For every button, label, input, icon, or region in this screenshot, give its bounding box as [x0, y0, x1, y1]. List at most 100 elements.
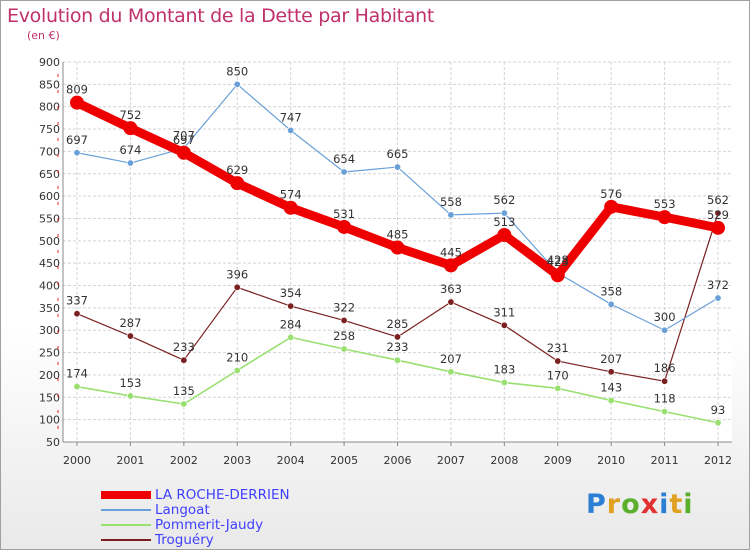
- data-label: 183: [493, 363, 515, 377]
- data-label: 135: [173, 384, 195, 398]
- chart-title: Evolution du Montant de la Dette par Hab…: [7, 5, 435, 27]
- data-point: [661, 326, 669, 334]
- y-tick-label: 900: [39, 56, 60, 69]
- data-point: [661, 408, 669, 416]
- data-label: 170: [547, 368, 569, 382]
- data-point: [497, 228, 512, 243]
- x-tick-label: 2012: [704, 454, 732, 467]
- x-tick-label: 2001: [116, 454, 144, 467]
- data-point: [393, 163, 401, 171]
- data-label: 372: [707, 278, 729, 292]
- logo-letter: r: [606, 489, 622, 520]
- data-label: 428: [547, 253, 569, 267]
- data-label: 562: [493, 193, 515, 207]
- legend-item: Troguéry: [101, 532, 290, 548]
- data-label: 531: [333, 207, 355, 221]
- data-point: [73, 383, 81, 391]
- data-label: 363: [440, 282, 462, 296]
- x-tick-label: 2009: [544, 454, 572, 467]
- x-tick-label: 2002: [170, 454, 198, 467]
- data-point: [340, 168, 348, 176]
- y-tick-label: 650: [39, 168, 60, 181]
- data-label: 423: [547, 255, 569, 269]
- y-tick-label: 250: [39, 347, 60, 360]
- data-point: [714, 294, 722, 302]
- data-point: [123, 121, 138, 136]
- x-tick-label: 2007: [437, 454, 465, 467]
- y-tick-label: 450: [39, 257, 60, 270]
- y-tick-label: 850: [39, 78, 60, 91]
- x-tick-label: 2000: [63, 454, 91, 467]
- data-label: 629: [226, 163, 248, 177]
- data-label: 285: [387, 317, 409, 331]
- data-point: [390, 240, 405, 255]
- legend-label: Langoat: [155, 501, 210, 518]
- data-label: 118: [654, 392, 676, 406]
- data-label: 747: [280, 110, 302, 124]
- legend-label: Pommerit-Jaudy: [155, 516, 264, 533]
- data-point: [607, 300, 615, 308]
- legend-item: LA ROCHE-DERRIEN: [101, 487, 290, 503]
- data-point: [443, 258, 458, 273]
- data-label: 576: [600, 187, 622, 201]
- data-point: [714, 419, 722, 427]
- data-label: 697: [173, 133, 195, 147]
- data-label: 358: [600, 284, 622, 298]
- data-point: [340, 345, 348, 353]
- y-tick-label: 300: [39, 324, 60, 337]
- data-point: [230, 176, 245, 191]
- data-label: 674: [119, 143, 141, 157]
- data-point: [500, 209, 508, 217]
- data-label: 207: [600, 352, 622, 366]
- y-tick-label: 550: [39, 212, 60, 225]
- data-label: 174: [66, 367, 88, 381]
- y-tick-label: 200: [39, 369, 60, 382]
- data-point: [714, 209, 722, 217]
- data-label: 311: [493, 305, 515, 319]
- data-label: 210: [226, 350, 248, 364]
- data-label: 143: [600, 380, 622, 394]
- data-point: [554, 384, 562, 392]
- data-point: [233, 283, 241, 291]
- y-tick-label: 150: [39, 391, 60, 404]
- data-label: 850: [226, 64, 248, 78]
- x-tick-label: 2008: [490, 454, 518, 467]
- data-point: [500, 321, 508, 329]
- data-label: 300: [654, 310, 676, 324]
- data-label: 233: [173, 340, 195, 354]
- data-point: [337, 219, 352, 234]
- data-label: 322: [333, 300, 355, 314]
- data-point: [126, 332, 134, 340]
- y-tick-label: 500: [39, 235, 60, 248]
- data-point: [287, 302, 295, 310]
- data-label: 445: [440, 245, 462, 259]
- data-point: [607, 368, 615, 376]
- legend-swatch: [101, 490, 151, 499]
- legend-item: Langoat: [101, 501, 290, 518]
- x-tick-label: 2010: [597, 454, 625, 467]
- data-label: 258: [333, 329, 355, 343]
- data-label: 396: [226, 267, 248, 281]
- proxiti-logo: Proxiti: [586, 489, 694, 520]
- data-point: [126, 159, 134, 167]
- data-label: 553: [654, 197, 676, 211]
- data-point: [500, 379, 508, 387]
- y-tick-label: 400: [39, 280, 60, 293]
- y-tick-label: 800: [39, 101, 60, 114]
- data-label: 697: [66, 133, 88, 147]
- logo-letter: o: [621, 489, 641, 520]
- data-label: 562: [707, 193, 729, 207]
- legend-swatch: [101, 538, 151, 541]
- legend-swatch: [101, 523, 151, 526]
- data-point: [73, 310, 81, 318]
- data-point: [287, 126, 295, 134]
- data-label: 513: [493, 215, 515, 229]
- data-point: [554, 357, 562, 365]
- data-point: [233, 80, 241, 88]
- data-point: [126, 392, 134, 400]
- data-label: 354: [280, 286, 302, 300]
- chart-subtitle: (en €): [27, 29, 60, 42]
- data-point: [447, 368, 455, 376]
- data-point: [233, 366, 241, 374]
